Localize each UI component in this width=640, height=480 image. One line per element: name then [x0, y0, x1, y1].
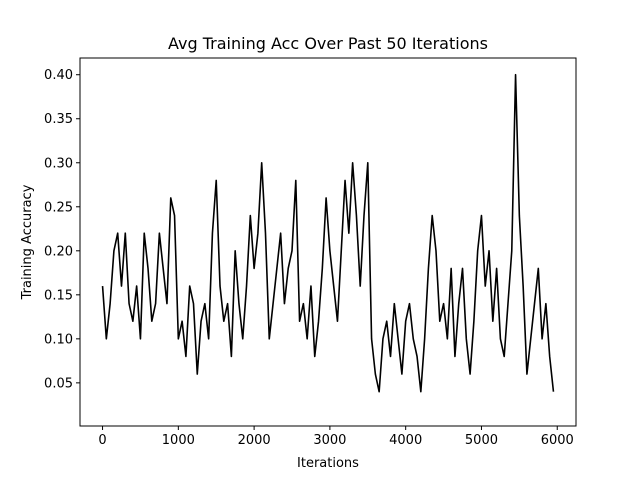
y-tick-label: 0.20: [44, 244, 73, 259]
y-tick-label: 0.25: [44, 200, 73, 215]
x-tick-label: 1000: [162, 433, 195, 448]
y-tick-label: 0.15: [44, 288, 73, 303]
x-tick-label: 3000: [313, 433, 346, 448]
x-tick-label: 5000: [465, 433, 498, 448]
y-tick-label: 0.35: [44, 112, 73, 127]
x-tick-label: 6000: [541, 433, 574, 448]
x-axis-label: Iterations: [297, 456, 359, 471]
y-axis-label: Training Accuracy: [20, 184, 35, 300]
data-line: [101, 73, 555, 393]
x-tick-label: 0: [98, 433, 106, 448]
plot-frame: [79, 57, 577, 427]
y-tick-label: 0.30: [44, 156, 73, 171]
x-tick-label: 2000: [238, 433, 271, 448]
x-tick-label: 4000: [389, 433, 422, 448]
y-tick-label: 0.40: [44, 68, 73, 83]
y-tick-label: 0.05: [44, 376, 73, 391]
chart-title: Avg Training Acc Over Past 50 Iterations: [168, 34, 488, 53]
y-tick-label: 0.10: [44, 332, 73, 347]
